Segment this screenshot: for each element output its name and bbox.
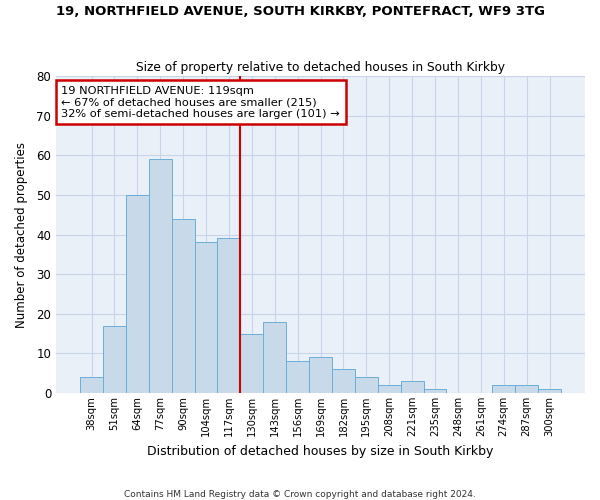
Bar [103, 326, 126, 393]
Bar [80, 377, 103, 393]
Bar [149, 160, 172, 393]
Bar [309, 358, 332, 393]
Bar [401, 381, 424, 393]
Text: 19, NORTHFIELD AVENUE, SOUTH KIRKBY, PONTEFRACT, WF9 3TG: 19, NORTHFIELD AVENUE, SOUTH KIRKBY, PON… [56, 5, 545, 18]
Y-axis label: Number of detached properties: Number of detached properties [15, 142, 28, 328]
Bar [492, 385, 515, 393]
Bar [286, 362, 309, 393]
Bar [217, 238, 241, 393]
Bar [126, 195, 149, 393]
Title: Size of property relative to detached houses in South Kirkby: Size of property relative to detached ho… [136, 60, 505, 74]
Bar [378, 385, 401, 393]
Bar [241, 334, 263, 393]
Bar [355, 377, 378, 393]
Text: Contains HM Land Registry data © Crown copyright and database right 2024.: Contains HM Land Registry data © Crown c… [124, 490, 476, 499]
Bar [263, 322, 286, 393]
Bar [424, 389, 446, 393]
X-axis label: Distribution of detached houses by size in South Kirkby: Distribution of detached houses by size … [148, 444, 494, 458]
Bar [332, 369, 355, 393]
Bar [515, 385, 538, 393]
Text: 19 NORTHFIELD AVENUE: 119sqm
← 67% of detached houses are smaller (215)
32% of s: 19 NORTHFIELD AVENUE: 119sqm ← 67% of de… [61, 86, 340, 119]
Bar [194, 242, 217, 393]
Bar [538, 389, 561, 393]
Bar [172, 218, 194, 393]
